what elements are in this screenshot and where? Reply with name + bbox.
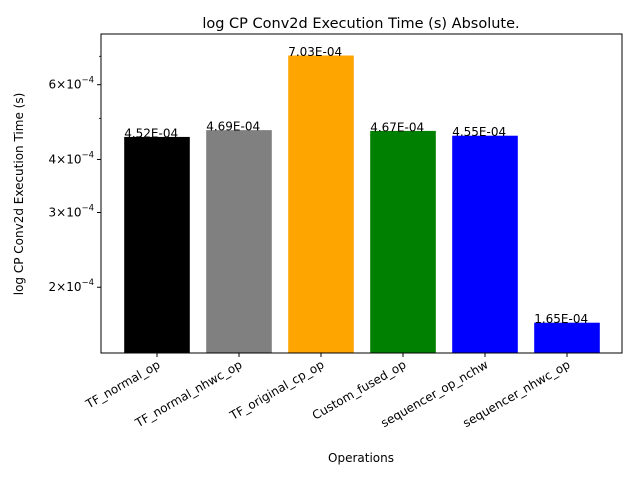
y-axis: 2×10−4 3×10−4 4×10−4 6×10−4	[49, 55, 101, 294]
data-label-Custom_fused_op: 4.67E-04	[370, 120, 424, 134]
plot-frame	[100, 33, 623, 354]
data-label-TF_normal_op: 4.52E-04	[124, 126, 178, 140]
bar-Custom_fused_op	[370, 130, 436, 353]
data-label-TF_original_cp_op: 7.03E-04	[288, 45, 342, 59]
data-label-TF_normal_nhwc_op: 4.69E-04	[206, 120, 260, 134]
y-tick-label: 3×10−4	[49, 203, 95, 219]
bar-TF_normal_op	[124, 136, 190, 353]
y-tick-label: 6×10−4	[49, 76, 95, 92]
data-label-sequencer_nhwc_op: 1.65E-04	[534, 312, 588, 326]
data-labels-group: 4.52E-04 4.69E-04 7.03E-04 4.67E-04 4.55E-04…	[124, 45, 588, 326]
bar-TF_normal_nhwc_op	[206, 130, 272, 353]
x-tick-label-TF_normal_op: TF_normal_op	[83, 357, 163, 411]
y-tick-label: 4×10−4	[49, 150, 95, 166]
data-label-sequencer_op_nchw: 4.55E-04	[452, 125, 506, 139]
bar-TF_original_cp_op	[288, 55, 354, 353]
y-tick-label: 2×10−4	[49, 278, 95, 294]
y-axis-label: log CP Conv2d Execution Time (s)	[12, 93, 26, 296]
x-axis: TF_normal_opTF_normal_nhwc_opTF_original…	[83, 353, 573, 431]
bar-sequencer_op_nchw	[452, 135, 518, 353]
chart-title: log CP Conv2d Execution Time (s) Absolut…	[202, 16, 519, 32]
x-axis-label: Operations	[328, 451, 394, 465]
bar-sequencer_nhwc_op	[534, 322, 600, 353]
bars-group	[124, 55, 600, 353]
